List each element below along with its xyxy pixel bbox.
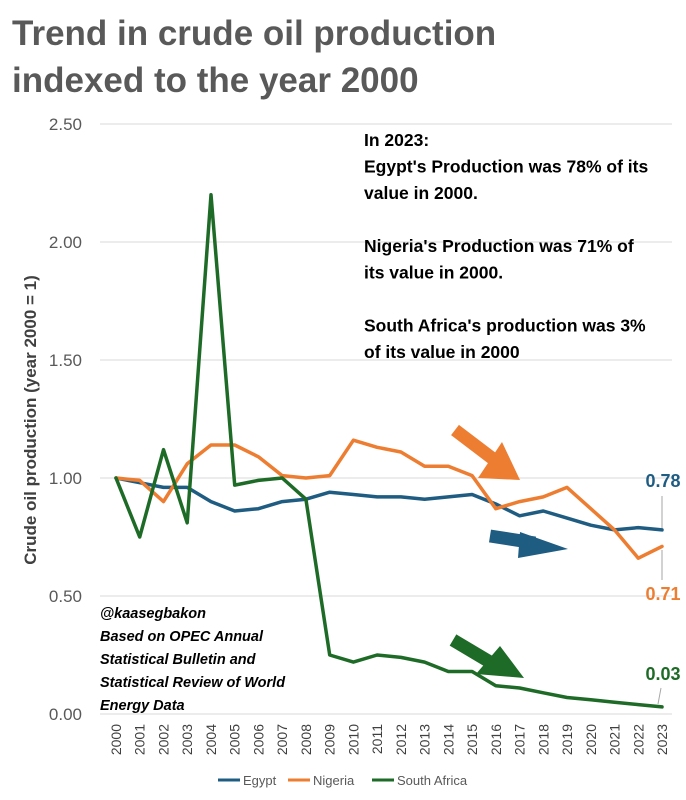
legend: Egypt Nigeria South Africa: [218, 773, 468, 788]
x-tick-label: 2003: [179, 724, 195, 755]
source-line: Statistical Review of World: [100, 675, 286, 691]
x-tick-label: 2013: [417, 724, 433, 755]
source-line: @kaasegbakon: [100, 606, 206, 622]
y-tick-label: 2.00: [49, 233, 82, 252]
x-tick-label: 2016: [488, 724, 504, 755]
x-tick-label: 2019: [559, 724, 575, 755]
south-africa-series-line: [114, 193, 664, 709]
series-lines: [114, 193, 664, 709]
x-tick-label: 2017: [512, 724, 528, 755]
x-tick-label: 2020: [583, 724, 599, 755]
nigeria-legend-label: Nigeria: [313, 773, 355, 788]
y-tick-label: 1.00: [49, 469, 82, 488]
x-tick-label: 2005: [227, 724, 243, 755]
south-africa-end-label: 0.03: [645, 664, 680, 684]
x-tick-label: 2007: [274, 724, 290, 755]
source-line: Based on OPEC Annual: [100, 629, 264, 645]
egypt-trend-arrow-icon: [489, 529, 568, 558]
nigeria-trend-arrow-icon: [451, 424, 520, 480]
x-tick-label: 2002: [155, 724, 171, 755]
x-tick-label: 2022: [630, 724, 646, 755]
x-tick-label: 2004: [203, 724, 219, 755]
x-tick-label: 2018: [535, 724, 551, 755]
chart-title-line-1: Trend in crude oil production: [12, 14, 497, 53]
y-tick-label: 0.00: [49, 705, 82, 724]
source-line: Statistical Bulletin and: [100, 652, 257, 668]
annotation-line: Egypt's Production was 78% of its: [364, 157, 648, 177]
y-tick-label: 0.50: [49, 587, 82, 606]
x-tick-label: 2012: [393, 724, 409, 755]
x-tick-label: 2010: [345, 724, 361, 755]
egypt-series-line: [114, 476, 664, 532]
y-axis-label: Crude oil production (year 2000 = 1): [21, 275, 40, 565]
egypt-legend-label: Egypt: [243, 773, 277, 788]
chart-title: Trend in crude oil production indexed to…: [12, 10, 672, 104]
x-tick-label: 2001: [132, 724, 148, 755]
x-tick-label: 2000: [108, 724, 124, 755]
nigeria-end-label: 0.71: [645, 584, 680, 604]
gridlines: [100, 123, 672, 715]
annotation-line: value in 2000.: [364, 183, 478, 203]
annotation-line: Nigeria's Production was 71% of: [364, 236, 634, 256]
x-tick-label: 2011: [369, 724, 385, 754]
x-tick-label: 2008: [298, 724, 314, 755]
x-tick-label: 2014: [440, 724, 456, 755]
chart-title-line-2: indexed to the year 2000: [12, 61, 419, 100]
egypt-end-label: 0.78: [645, 471, 680, 491]
y-axis-ticks: 0.00 0.50 1.00 1.50 2.00 2.50: [49, 115, 82, 724]
annotation-text: In 2023: Egypt's Production was 78% of it…: [364, 130, 648, 362]
x-axis-ticks: 2000 2001 2002 2003 2004 2005 2006 2007 2008 2009…: [108, 724, 670, 755]
x-tick-label: 2023: [654, 724, 670, 755]
y-tick-label: 1.50: [49, 351, 82, 370]
annotation-line: In 2023:: [364, 130, 429, 150]
nigeria-series-line: [114, 438, 664, 560]
south-africa-leader-line: [657, 687, 662, 705]
source-line: Energy Data: [100, 698, 185, 714]
y-tick-label: 2.50: [49, 115, 82, 134]
south-africa-legend-label: South Africa: [397, 773, 468, 788]
x-tick-label: 2015: [464, 724, 480, 755]
x-tick-label: 2006: [250, 724, 266, 755]
source-text: @kaasegbakon Based on OPEC Annual Statisti…: [100, 606, 286, 714]
south-africa-trend-arrow-icon: [449, 634, 524, 678]
annotation-line: its value in 2000.: [364, 263, 503, 283]
annotation-line: of its value in 2000: [364, 342, 520, 362]
x-tick-label: 2021: [607, 724, 623, 755]
x-tick-label: 2009: [322, 724, 338, 755]
annotation-line: South Africa's production was 3%: [364, 316, 646, 336]
